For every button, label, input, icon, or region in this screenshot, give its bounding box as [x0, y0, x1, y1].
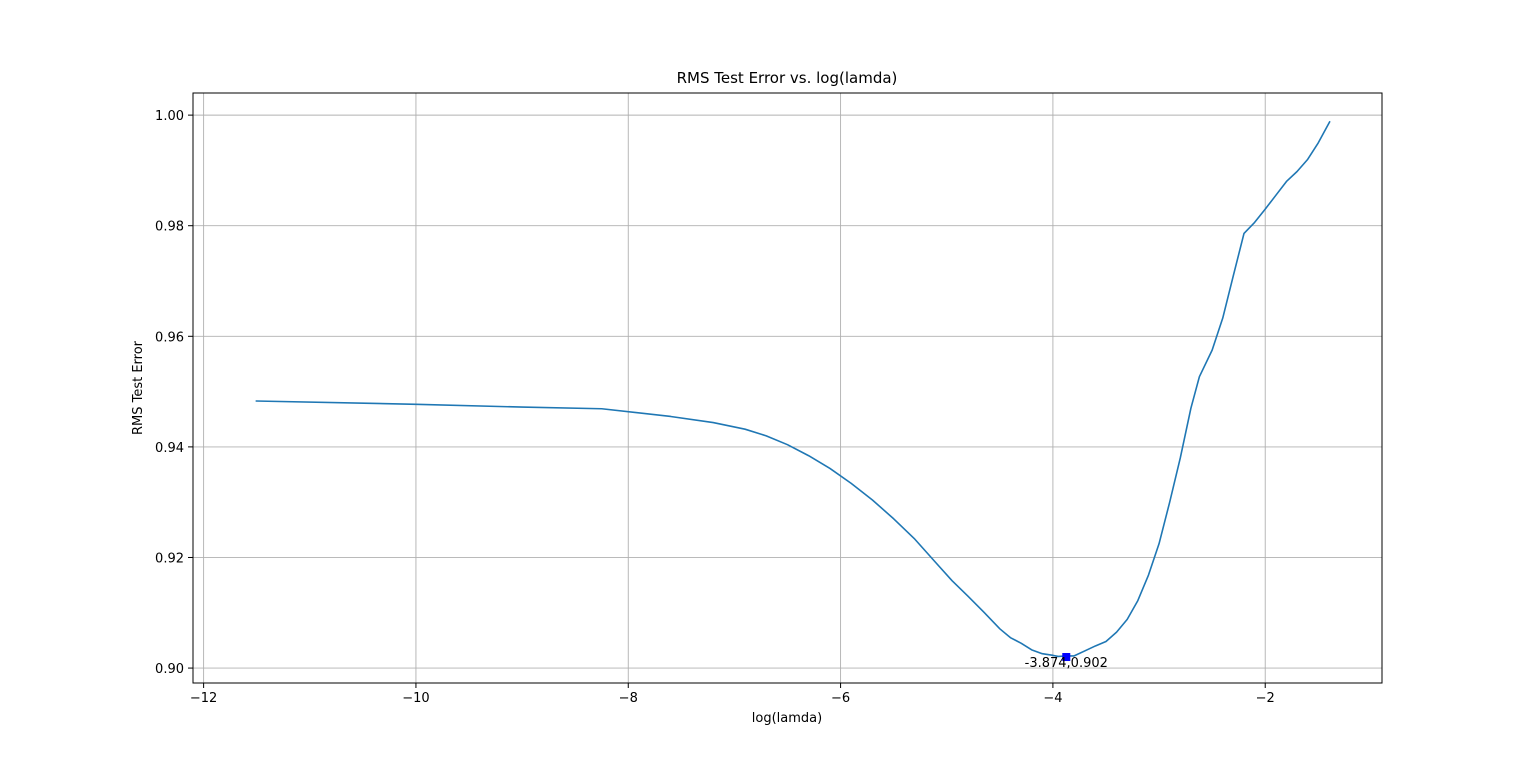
- plot-area: -3.874,0.902: [255, 120, 1331, 671]
- x-tick-label: −10: [402, 691, 429, 706]
- x-tick-label: −6: [831, 691, 850, 706]
- chart-title: RMS Test Error vs. log(lamda): [677, 69, 898, 87]
- min-point-label: -3.874,0.902: [1025, 656, 1108, 671]
- min-point-marker: [1062, 653, 1071, 662]
- x-tick-label: −12: [190, 691, 217, 706]
- grid: [193, 93, 1382, 683]
- axes-frame: [192, 92, 1383, 684]
- y-tick-label: 0.98: [155, 220, 184, 235]
- y-tick-label: 0.92: [155, 551, 184, 566]
- x-tick-label: −4: [1043, 691, 1062, 706]
- x-axis-label: log(lamda): [752, 711, 822, 726]
- y-tick-label: 0.96: [155, 330, 184, 345]
- y-axis-label: RMS Test Error: [131, 340, 146, 435]
- x-tick-label: −8: [619, 691, 638, 706]
- y-tick-label: 0.94: [155, 441, 184, 456]
- x-axis: −12 −10 −8 −6 −4 −2: [190, 683, 1275, 706]
- y-axis: 0.90 0.92 0.94 0.96 0.98 1.00: [155, 109, 193, 677]
- series-line: [255, 120, 1331, 658]
- y-tick-label: 0.90: [155, 662, 184, 677]
- x-tick-label: −2: [1256, 691, 1275, 706]
- y-tick-label: 1.00: [155, 109, 184, 124]
